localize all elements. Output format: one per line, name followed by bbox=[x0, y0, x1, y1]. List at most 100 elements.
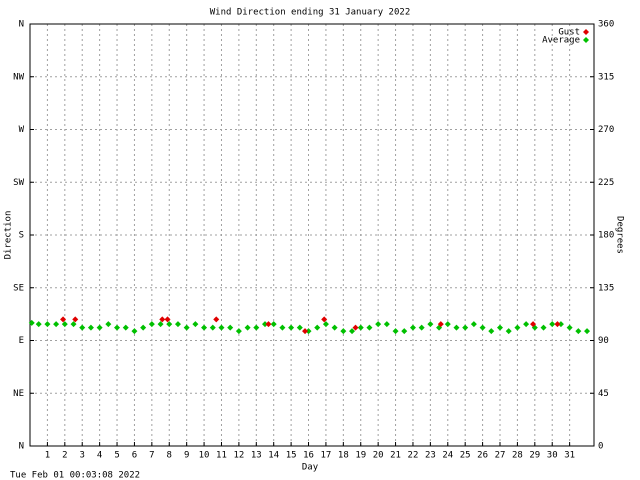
x-tick-label: 27 bbox=[495, 451, 506, 461]
point bbox=[479, 324, 486, 331]
point bbox=[557, 321, 564, 328]
x-tick-label: 9 bbox=[184, 451, 189, 461]
point bbox=[122, 324, 129, 331]
point bbox=[213, 316, 220, 323]
x-tick-label: 14 bbox=[268, 451, 279, 461]
point bbox=[174, 321, 181, 328]
point bbox=[302, 328, 309, 335]
point bbox=[488, 328, 495, 335]
point bbox=[209, 324, 216, 331]
y-tick-label: SW bbox=[13, 178, 24, 188]
x-tick-label: 19 bbox=[355, 451, 366, 461]
point bbox=[427, 321, 434, 328]
point bbox=[437, 321, 444, 328]
point bbox=[340, 328, 347, 335]
y2-tick-label: 360 bbox=[598, 20, 614, 30]
chart-title: Wind Direction ending 31 January 2022 bbox=[210, 8, 410, 18]
point bbox=[314, 324, 321, 331]
point bbox=[131, 328, 138, 335]
point bbox=[28, 319, 35, 326]
point bbox=[44, 321, 51, 328]
x-tick-label: 6 bbox=[132, 451, 137, 461]
point bbox=[444, 321, 451, 328]
y2-tick-label: 0 bbox=[598, 442, 603, 452]
legend-marker bbox=[583, 37, 589, 43]
point bbox=[72, 316, 79, 323]
point bbox=[530, 321, 537, 328]
point bbox=[265, 321, 272, 328]
x-tick-label: 20 bbox=[373, 451, 384, 461]
point bbox=[61, 321, 68, 328]
x-tick-label: 21 bbox=[390, 451, 401, 461]
point bbox=[349, 328, 356, 335]
legend-marker bbox=[583, 29, 589, 35]
point bbox=[352, 324, 359, 331]
point bbox=[305, 328, 312, 335]
point bbox=[105, 321, 112, 328]
point bbox=[244, 324, 251, 331]
y-tick-label: NW bbox=[13, 72, 24, 82]
x-tick-label: 3 bbox=[80, 451, 85, 461]
point bbox=[566, 324, 573, 331]
point bbox=[60, 316, 67, 323]
x-tick-label: 17 bbox=[321, 451, 332, 461]
point bbox=[383, 321, 390, 328]
x-tick-label: 30 bbox=[547, 451, 558, 461]
y-tick-label: SE bbox=[13, 283, 24, 293]
y-tick-label: S bbox=[19, 231, 24, 241]
point bbox=[288, 324, 295, 331]
legend-label: Gust bbox=[558, 28, 580, 38]
x-tick-label: 28 bbox=[512, 451, 523, 461]
y-tick-label: NE bbox=[13, 389, 24, 399]
y-tick-label: N bbox=[19, 20, 24, 30]
point bbox=[375, 321, 382, 328]
point bbox=[554, 321, 561, 328]
x-tick-label: 29 bbox=[529, 451, 540, 461]
point bbox=[140, 324, 147, 331]
point bbox=[540, 324, 547, 331]
footer: Tue Feb 01 00:03:08 2022 bbox=[10, 471, 140, 480]
point bbox=[322, 321, 329, 328]
point bbox=[401, 328, 408, 335]
point bbox=[253, 324, 260, 331]
x-tick-label: 23 bbox=[425, 451, 436, 461]
point bbox=[159, 316, 166, 323]
point bbox=[279, 324, 286, 331]
y-tick-label: N bbox=[19, 442, 24, 452]
x-tick-label: 16 bbox=[303, 451, 314, 461]
point bbox=[523, 321, 530, 328]
point bbox=[53, 321, 60, 328]
point bbox=[87, 324, 94, 331]
point bbox=[70, 321, 77, 328]
point bbox=[549, 321, 556, 328]
y2-tick-label: 135 bbox=[598, 283, 614, 293]
point bbox=[166, 321, 173, 328]
x-tick-label: 18 bbox=[338, 451, 349, 461]
x-tick-label: 22 bbox=[408, 451, 419, 461]
point bbox=[505, 328, 512, 335]
y2-tick-label: 45 bbox=[598, 389, 609, 399]
point bbox=[470, 321, 477, 328]
point bbox=[96, 324, 103, 331]
y-tick-label: W bbox=[19, 125, 25, 135]
point bbox=[192, 321, 199, 328]
point bbox=[331, 324, 338, 331]
point bbox=[584, 328, 591, 335]
point bbox=[270, 321, 277, 328]
point bbox=[453, 324, 460, 331]
point bbox=[227, 324, 234, 331]
point bbox=[409, 324, 416, 331]
x-tick-label: 8 bbox=[167, 451, 172, 461]
x-tick-label: 15 bbox=[286, 451, 297, 461]
point bbox=[218, 324, 225, 331]
point bbox=[392, 328, 399, 335]
point bbox=[262, 321, 268, 328]
x-axis-label: Day bbox=[302, 463, 319, 473]
point bbox=[164, 316, 171, 323]
point bbox=[148, 321, 155, 328]
point bbox=[462, 324, 469, 331]
x-tick-label: 24 bbox=[442, 451, 453, 461]
x-tick-label: 12 bbox=[233, 451, 244, 461]
x-tick-label: 25 bbox=[460, 451, 471, 461]
